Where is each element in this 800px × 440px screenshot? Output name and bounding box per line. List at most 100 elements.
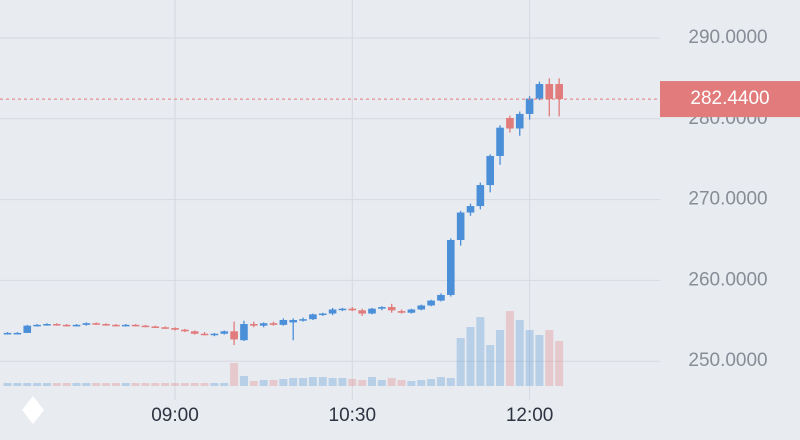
candle-body xyxy=(378,307,386,309)
volume-bar xyxy=(151,383,160,386)
x-tick-label: 12:00 xyxy=(506,405,554,426)
volume-bar xyxy=(92,383,101,386)
volume-bar xyxy=(476,317,485,386)
volume-layer xyxy=(3,311,564,386)
volume-bar xyxy=(299,378,308,386)
candle-body xyxy=(387,307,396,311)
volume-bar xyxy=(33,383,42,386)
candle-body xyxy=(92,323,100,325)
candle-body xyxy=(131,324,140,327)
volume-bar xyxy=(397,380,406,386)
volume-bar xyxy=(210,383,219,386)
volume-bar xyxy=(52,383,61,386)
candle-body xyxy=(486,155,494,186)
candle-body xyxy=(23,325,32,333)
label-layer: 250.0000260.0000270.0000280.0000290.0000… xyxy=(0,27,800,426)
candle-body xyxy=(220,331,229,334)
candle-body xyxy=(161,327,169,329)
candle-layer xyxy=(3,78,563,346)
volume-bar xyxy=(72,383,81,386)
volume-bar xyxy=(279,379,288,386)
volume-bar xyxy=(102,383,111,386)
candle-body xyxy=(506,117,514,129)
volume-bar xyxy=(358,380,367,386)
volume-bar xyxy=(239,376,248,386)
candle-body xyxy=(338,308,347,311)
volume-bar xyxy=(427,379,436,386)
volume-bar xyxy=(200,383,209,386)
volume-bar xyxy=(496,330,505,386)
candle-body xyxy=(240,324,248,341)
candle-body xyxy=(318,313,327,316)
volume-bar xyxy=(407,381,416,386)
candle-body xyxy=(417,305,426,310)
candle-body xyxy=(437,294,445,301)
volume-bar xyxy=(555,341,564,386)
candle-body xyxy=(62,324,71,327)
candle-body xyxy=(200,333,209,336)
volume-bar xyxy=(535,335,544,386)
candle-body xyxy=(171,328,179,330)
candle-body xyxy=(555,84,563,100)
candle-body xyxy=(72,324,81,327)
volume-bar xyxy=(111,383,120,386)
volume-bar xyxy=(259,380,268,386)
volume-bar xyxy=(308,377,317,386)
volume-bar xyxy=(131,383,140,386)
candle-body xyxy=(3,332,12,335)
x-tick-label: 10:30 xyxy=(329,405,377,426)
volume-bar xyxy=(348,379,357,386)
candle-body xyxy=(299,319,307,321)
candle-body xyxy=(33,324,41,327)
candle-body xyxy=(250,324,258,326)
candle-body xyxy=(43,324,51,326)
volume-bar xyxy=(446,378,455,386)
volume-bar xyxy=(180,383,189,386)
volume-bar xyxy=(377,380,386,386)
candle-body xyxy=(259,323,268,326)
candle-body xyxy=(427,300,435,306)
volume-bar xyxy=(387,378,396,386)
candle-body xyxy=(102,324,110,326)
y-tick-label: 250.0000 xyxy=(688,350,767,371)
candle-body xyxy=(181,329,189,332)
volume-bar xyxy=(515,320,524,386)
last-price-label: 282.4400 xyxy=(690,88,769,109)
candle-body xyxy=(368,308,376,314)
volume-bar xyxy=(249,381,258,386)
last-price-box xyxy=(660,81,800,118)
volume-bar xyxy=(436,377,445,386)
candle-body xyxy=(476,185,485,207)
volume-bar xyxy=(161,383,170,386)
logo xyxy=(22,396,44,424)
candle-body xyxy=(407,309,416,313)
volume-bar xyxy=(42,383,51,386)
volume-bar xyxy=(525,330,534,386)
volume-bar xyxy=(230,363,239,386)
grid xyxy=(0,0,660,400)
candle-body xyxy=(151,326,160,328)
volume-bar xyxy=(62,383,71,386)
candle-body xyxy=(515,113,524,129)
candle-body xyxy=(13,332,22,335)
candle-body xyxy=(82,323,91,325)
candle-body xyxy=(535,84,544,99)
volume-bar xyxy=(82,383,91,386)
candle-body xyxy=(545,84,554,100)
x-tick-label: 09:00 xyxy=(151,405,199,426)
candle-body xyxy=(328,309,337,314)
volume-bar xyxy=(545,330,554,386)
volume-bar xyxy=(141,383,150,386)
candle-body xyxy=(112,324,120,327)
volume-bar xyxy=(505,311,514,386)
volume-bar xyxy=(328,378,337,386)
volume-bar xyxy=(23,383,32,386)
volume-bar xyxy=(121,383,130,386)
candle-body xyxy=(230,331,238,340)
volume-bar xyxy=(486,345,495,386)
candle-body xyxy=(348,308,357,311)
volume-bar xyxy=(466,327,475,386)
candle-body xyxy=(53,324,61,326)
volume-bar xyxy=(417,380,426,386)
